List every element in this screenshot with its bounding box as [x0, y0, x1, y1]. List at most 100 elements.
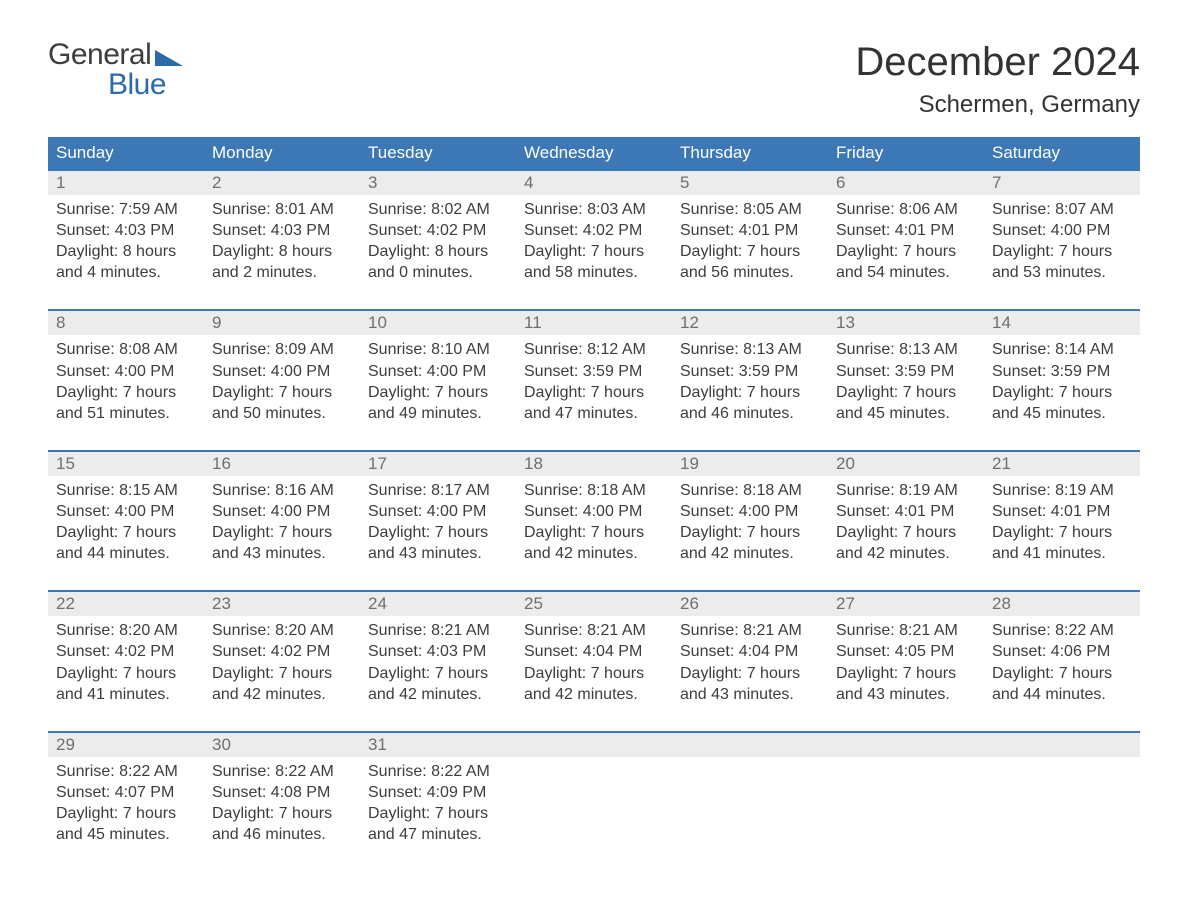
day-number-row: 1234567 — [48, 171, 1140, 195]
day-number: 18 — [516, 452, 672, 476]
daylight-line-1: Daylight: 7 hours — [368, 663, 508, 684]
sunrise-text: Sunrise: 8:21 AM — [368, 620, 508, 641]
day-number: 4 — [516, 171, 672, 195]
day-number: 26 — [672, 592, 828, 616]
day-number — [984, 733, 1140, 757]
sunrise-text: Sunrise: 8:22 AM — [212, 761, 352, 782]
day-number: 16 — [204, 452, 360, 476]
daylight-line-2: and 58 minutes. — [524, 262, 664, 283]
day-number: 14 — [984, 311, 1140, 335]
dow-thursday: Thursday — [672, 137, 828, 169]
calendar-cell — [984, 757, 1140, 849]
day-number: 15 — [48, 452, 204, 476]
day-number-row: 293031 — [48, 733, 1140, 757]
daylight-line-2: and 51 minutes. — [56, 403, 196, 424]
daylight-line-2: and 42 minutes. — [212, 684, 352, 705]
day-number: 1 — [48, 171, 204, 195]
calendar-cell: Sunrise: 8:18 AMSunset: 4:00 PMDaylight:… — [516, 476, 672, 568]
month-title: December 2024 — [855, 40, 1140, 85]
sunrise-text: Sunrise: 8:19 AM — [992, 480, 1132, 501]
sunrise-text: Sunrise: 8:15 AM — [56, 480, 196, 501]
day-number: 23 — [204, 592, 360, 616]
day-number: 24 — [360, 592, 516, 616]
calendar-cell: Sunrise: 8:22 AMSunset: 4:09 PMDaylight:… — [360, 757, 516, 849]
day-number: 30 — [204, 733, 360, 757]
sunset-text: Sunset: 4:02 PM — [368, 220, 508, 241]
calendar-cell: Sunrise: 8:02 AMSunset: 4:02 PMDaylight:… — [360, 195, 516, 287]
calendar-cell: Sunrise: 8:22 AMSunset: 4:08 PMDaylight:… — [204, 757, 360, 849]
sunrise-text: Sunrise: 8:06 AM — [836, 199, 976, 220]
daylight-line-2: and 45 minutes. — [992, 403, 1132, 424]
day-number: 17 — [360, 452, 516, 476]
sunrise-text: Sunrise: 8:05 AM — [680, 199, 820, 220]
sunrise-text: Sunrise: 8:19 AM — [836, 480, 976, 501]
daylight-line-2: and 42 minutes. — [368, 684, 508, 705]
calendar-cell: Sunrise: 8:18 AMSunset: 4:00 PMDaylight:… — [672, 476, 828, 568]
day-number: 31 — [360, 733, 516, 757]
daylight-line-1: Daylight: 7 hours — [368, 522, 508, 543]
sunrise-text: Sunrise: 7:59 AM — [56, 199, 196, 220]
sunrise-text: Sunrise: 8:01 AM — [212, 199, 352, 220]
calendar-cell: Sunrise: 8:17 AMSunset: 4:00 PMDaylight:… — [360, 476, 516, 568]
daylight-line-1: Daylight: 7 hours — [992, 522, 1132, 543]
logo: General Blue — [48, 40, 183, 100]
sunset-text: Sunset: 4:03 PM — [212, 220, 352, 241]
daylight-line-2: and 43 minutes. — [212, 543, 352, 564]
daylight-line-1: Daylight: 7 hours — [56, 382, 196, 403]
sunset-text: Sunset: 4:01 PM — [992, 501, 1132, 522]
day-number: 28 — [984, 592, 1140, 616]
calendar-cell: Sunrise: 8:06 AMSunset: 4:01 PMDaylight:… — [828, 195, 984, 287]
daylight-line-2: and 54 minutes. — [836, 262, 976, 283]
sunset-text: Sunset: 4:01 PM — [680, 220, 820, 241]
sunset-text: Sunset: 4:00 PM — [56, 361, 196, 382]
day-number: 3 — [360, 171, 516, 195]
calendar-cell: Sunrise: 8:14 AMSunset: 3:59 PMDaylight:… — [984, 335, 1140, 427]
day-number: 5 — [672, 171, 828, 195]
sunrise-text: Sunrise: 8:12 AM — [524, 339, 664, 360]
daylight-line-1: Daylight: 7 hours — [368, 803, 508, 824]
daylight-line-1: Daylight: 7 hours — [836, 382, 976, 403]
daylight-line-2: and 42 minutes. — [524, 684, 664, 705]
daylight-line-1: Daylight: 7 hours — [56, 663, 196, 684]
sunset-text: Sunset: 4:00 PM — [212, 501, 352, 522]
sunset-text: Sunset: 4:00 PM — [368, 501, 508, 522]
daylight-line-2: and 41 minutes. — [992, 543, 1132, 564]
daylight-line-1: Daylight: 7 hours — [992, 382, 1132, 403]
sunrise-text: Sunrise: 8:07 AM — [992, 199, 1132, 220]
calendar-week: 22232425262728Sunrise: 8:20 AMSunset: 4:… — [48, 590, 1140, 708]
day-number: 8 — [48, 311, 204, 335]
sunrise-text: Sunrise: 8:20 AM — [56, 620, 196, 641]
sunrise-text: Sunrise: 8:14 AM — [992, 339, 1132, 360]
sunset-text: Sunset: 4:01 PM — [836, 501, 976, 522]
daylight-line-1: Daylight: 7 hours — [56, 803, 196, 824]
daylight-line-1: Daylight: 7 hours — [524, 382, 664, 403]
day-number-row: 15161718192021 — [48, 452, 1140, 476]
day-number — [516, 733, 672, 757]
daylight-line-2: and 0 minutes. — [368, 262, 508, 283]
day-of-week-header: Sunday Monday Tuesday Wednesday Thursday… — [48, 137, 1140, 169]
day-number: 22 — [48, 592, 204, 616]
calendar-cell: Sunrise: 8:03 AMSunset: 4:02 PMDaylight:… — [516, 195, 672, 287]
daylight-line-2: and 47 minutes. — [524, 403, 664, 424]
sunrise-text: Sunrise: 8:08 AM — [56, 339, 196, 360]
daylight-line-1: Daylight: 7 hours — [992, 241, 1132, 262]
logo-text-top: General — [48, 40, 151, 70]
calendar-cell: Sunrise: 8:10 AMSunset: 4:00 PMDaylight:… — [360, 335, 516, 427]
daylight-line-2: and 42 minutes. — [680, 543, 820, 564]
sunset-text: Sunset: 4:04 PM — [524, 641, 664, 662]
daylight-line-2: and 43 minutes. — [368, 543, 508, 564]
calendar-cell: Sunrise: 7:59 AMSunset: 4:03 PMDaylight:… — [48, 195, 204, 287]
calendar-cell — [828, 757, 984, 849]
daylight-line-1: Daylight: 8 hours — [368, 241, 508, 262]
sunset-text: Sunset: 3:59 PM — [524, 361, 664, 382]
sunrise-text: Sunrise: 8:21 AM — [836, 620, 976, 641]
calendar-cell: Sunrise: 8:13 AMSunset: 3:59 PMDaylight:… — [672, 335, 828, 427]
day-number: 9 — [204, 311, 360, 335]
dow-friday: Friday — [828, 137, 984, 169]
calendar-cell: Sunrise: 8:21 AMSunset: 4:04 PMDaylight:… — [516, 616, 672, 708]
calendar-week: 15161718192021 Sunrise: 8:15 AM Sunset: 4:… — [48, 450, 1140, 568]
calendar-cell: Sunrise: 8:19 AMSunset: 4:01 PMDaylight:… — [984, 476, 1140, 568]
daylight-line-1: Daylight: 7 hours — [836, 522, 976, 543]
day-number: 12 — [672, 311, 828, 335]
calendar-week: 293031Sunrise: 8:22 AMSunset: 4:07 PMDay… — [48, 731, 1140, 849]
